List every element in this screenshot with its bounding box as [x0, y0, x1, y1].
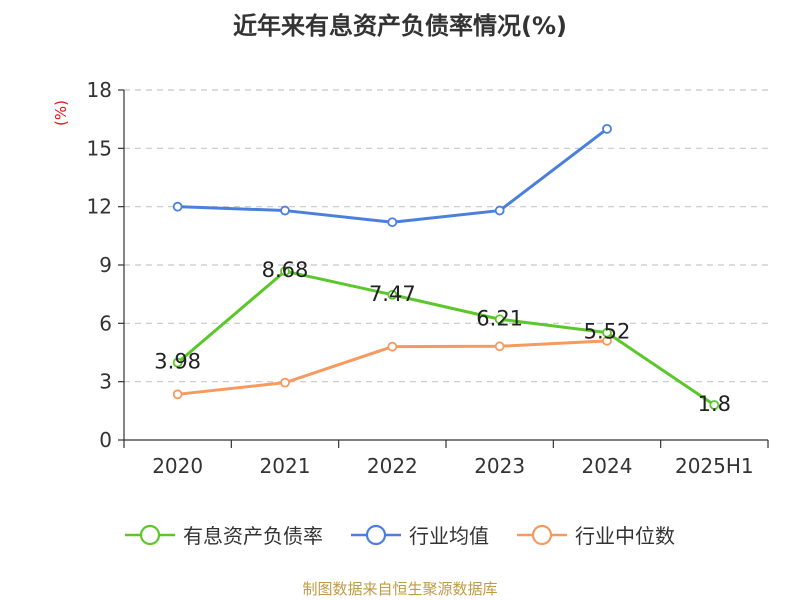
data-point — [494, 205, 505, 216]
legend-swatch — [125, 524, 175, 545]
legend-marker — [365, 524, 387, 545]
chart-legend: 有息资产负债率 行业均值 行业中位数 — [0, 520, 800, 549]
data-point — [280, 205, 290, 216]
data-point — [602, 327, 612, 338]
legend-label: 有息资产负债率 — [183, 524, 323, 548]
x-tick-label: 2022 — [367, 454, 418, 478]
y-tick-label: 0 — [99, 428, 112, 452]
y-tick-label: 6 — [99, 311, 112, 335]
x-tick-label: 2020 — [152, 454, 203, 478]
data-point — [602, 123, 612, 134]
legend-label: 行业均值 — [409, 524, 489, 548]
legend-label: 行业中位数 — [575, 524, 675, 548]
x-tick-label: 2025H1 — [675, 454, 754, 478]
y-tick-label: 12 — [87, 195, 112, 219]
data-point — [387, 341, 398, 352]
y-tick-label: 18 — [87, 78, 112, 102]
x-tick-label: 2023 — [474, 454, 525, 478]
data-label: 1.8 — [698, 392, 731, 416]
data-point — [280, 377, 290, 388]
data-point — [709, 400, 720, 410]
data-label: 6.21 — [476, 306, 523, 330]
data-point — [494, 314, 505, 325]
legend-swatch — [351, 524, 401, 545]
y-tick-label: 9 — [99, 253, 112, 277]
chart-title: 近年来有息资产负债率情况(%) — [233, 12, 567, 40]
legend-swatch — [517, 524, 567, 545]
data-point — [172, 389, 183, 400]
series-line-2 — [177, 127, 608, 224]
data-label: 7.47 — [369, 282, 416, 306]
series-line-1 — [176, 269, 716, 407]
data-source-note: 制图数据来自恒生聚源数据库 — [302, 580, 498, 598]
y-tick-label: 3 — [99, 370, 112, 394]
legend-item[interactable]: 行业均值 — [351, 520, 489, 549]
data-point — [387, 217, 398, 228]
legend-marker — [531, 524, 553, 545]
data-label: 3.98 — [154, 350, 201, 374]
data-point — [172, 201, 183, 212]
data-point — [280, 266, 290, 277]
x-tick-label: 2021 — [260, 454, 311, 478]
data-point — [172, 357, 183, 368]
data-point — [387, 289, 398, 300]
data-label: 8.68 — [262, 258, 309, 282]
data-point — [494, 341, 505, 352]
x-tick-label: 2024 — [582, 454, 633, 478]
legend-item[interactable]: 有息资产负债率 — [125, 520, 323, 549]
legend-item[interactable]: 行业中位数 — [517, 520, 675, 549]
data-label: 5.52 — [584, 320, 631, 344]
legend-marker — [139, 524, 161, 545]
y-tick-label: 15 — [87, 136, 112, 160]
